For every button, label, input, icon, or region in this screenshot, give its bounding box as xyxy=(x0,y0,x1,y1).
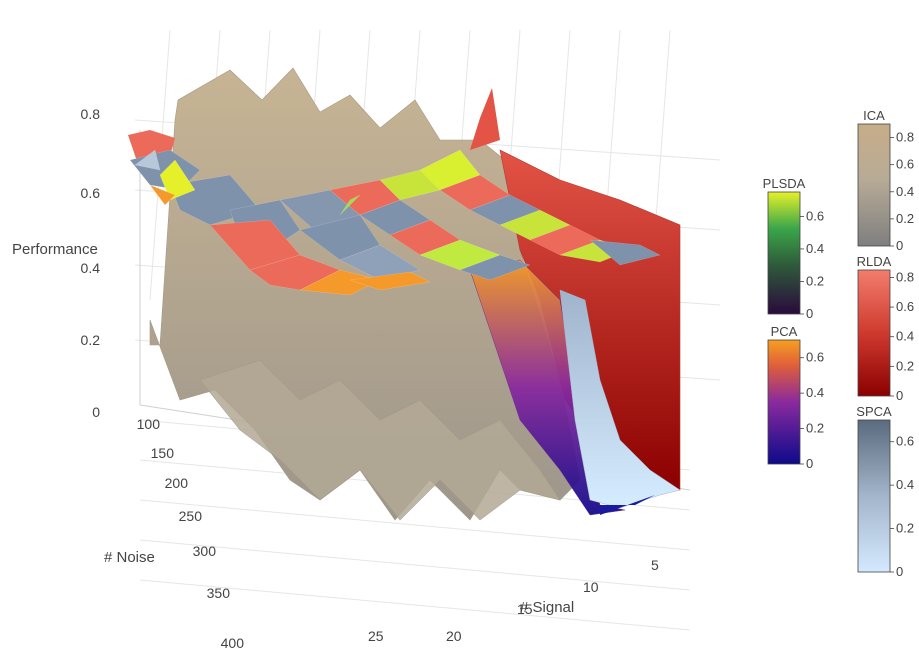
colorbar-tick-label: 0 xyxy=(896,564,903,579)
colorbar-tick-label: 0 xyxy=(806,456,813,471)
colorbar-tick-label: 0.4 xyxy=(896,184,914,199)
colorbar-title: SPCA xyxy=(856,404,892,419)
signal-tick-label: 15 xyxy=(517,601,533,617)
colorbar-tick-label: 0.4 xyxy=(896,329,914,344)
colorbar-tick-label: 0.6 xyxy=(896,157,914,172)
grid-line xyxy=(139,539,691,591)
colorbar-tick-label: 0.4 xyxy=(806,385,824,400)
surface-patch xyxy=(339,194,361,216)
colorbar-tick-label: 0 xyxy=(896,388,903,403)
signal-tick-label: 10 xyxy=(583,579,599,595)
colorbar-tick-label: 0.8 xyxy=(896,269,914,284)
surface-patch xyxy=(134,149,161,171)
z-tick-label: 0.4 xyxy=(81,260,101,276)
colorbar-tick-label: 0 xyxy=(806,306,813,321)
colorbar-tick-label: 0.2 xyxy=(896,211,914,226)
colorbar-plsda xyxy=(767,191,801,315)
noise-tick-label: 350 xyxy=(207,585,231,601)
colorbar-tick-label: 0.2 xyxy=(806,273,824,288)
signal-tick-label: 20 xyxy=(446,628,462,644)
colorbar-title: PCA xyxy=(771,324,798,339)
noise-tick-label: 150 xyxy=(151,445,175,461)
surfaces xyxy=(128,67,681,521)
surface-rlda-spike xyxy=(470,88,500,150)
colorbar-title: PLSDA xyxy=(763,176,806,191)
surface-patch xyxy=(339,244,421,281)
surface-spca xyxy=(559,289,681,509)
surface-patch xyxy=(149,184,176,206)
colorbar-tick-label: 0.6 xyxy=(806,350,824,365)
surface-patch xyxy=(459,254,531,281)
colorbar-tick-label: 0.4 xyxy=(806,241,824,256)
colorbar-tick-label: 0.2 xyxy=(896,521,914,536)
z-tick-label: 0.8 xyxy=(81,106,101,122)
colorbar-tick-label: 0.2 xyxy=(806,421,824,436)
surface-patch xyxy=(589,239,661,266)
z-tick-label: 0.6 xyxy=(81,185,101,201)
colorbar-tick-label: 0.4 xyxy=(896,477,914,492)
surface-ica-folds xyxy=(199,359,561,521)
surface-patch xyxy=(349,271,431,291)
z-tick-label: 0.2 xyxy=(81,332,101,348)
colorbar-rlda xyxy=(857,269,891,397)
noise-tick-label: 100 xyxy=(137,416,161,432)
colorbar-title: RLDA xyxy=(857,254,892,269)
colorbar-tick-label: 0.6 xyxy=(806,208,824,223)
grid-line xyxy=(139,579,691,631)
colorbar-pca xyxy=(767,339,801,465)
colorbar-title: ICA xyxy=(863,108,885,123)
signal-tick-label: 5 xyxy=(651,557,659,573)
colorbar-tick-label: 0.2 xyxy=(896,358,914,373)
noise-tick-label: 250 xyxy=(179,508,203,524)
z-tick-label: 0 xyxy=(92,404,100,420)
colorbar-tick-label: 0.8 xyxy=(896,130,914,145)
colorbar-tick-label: 0.6 xyxy=(896,434,914,449)
surface-pca-tip xyxy=(600,495,655,515)
noise-tick-label: 200 xyxy=(165,475,189,491)
z-axis-title: Performance xyxy=(12,241,98,258)
colorbar-tick-label: 0 xyxy=(896,238,903,253)
colorbar-tick-label: 0.6 xyxy=(896,299,914,314)
noise-tick-label: 300 xyxy=(193,543,217,559)
noise-tick-label: 400 xyxy=(221,635,245,651)
colorbars: ICA 0 0.2 0.4 0.6 0.8 RLDA 0 0.2 0.4 0.6 0.8 PLSDA 0 0… xyxy=(763,108,914,579)
signal-axis-title: # Signal xyxy=(520,599,574,616)
colorbar-ica xyxy=(857,123,891,247)
grid-line xyxy=(139,499,691,551)
noise-axis-title: # Noise xyxy=(104,549,155,566)
colorbar-spca xyxy=(857,419,891,573)
axes: 0 0.2 0.4 0.6 0.8 Performance 100 150 200 250 300 3… xyxy=(12,106,659,651)
signal-tick-label: 25 xyxy=(368,628,384,644)
